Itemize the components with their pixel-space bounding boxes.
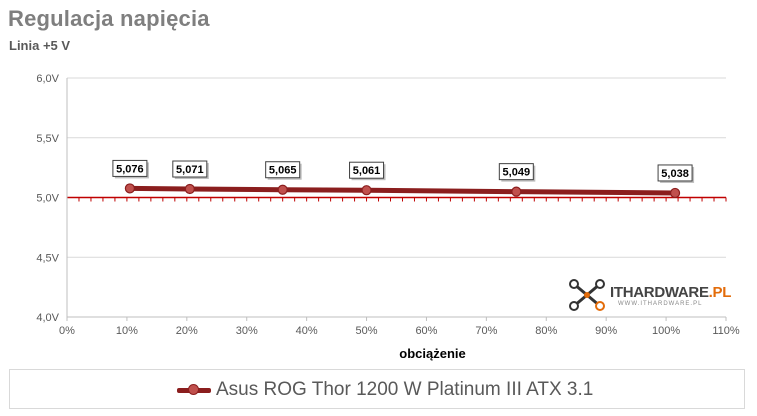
- logo-text: ITHARDWARE.PL: [610, 284, 732, 301]
- data-label-box: [498, 163, 534, 181]
- x-tick-label: 100%: [652, 325, 680, 337]
- data-label: 5,049: [503, 167, 531, 179]
- y-tick-label: 6,0V: [36, 73, 59, 85]
- x-tick-label: 110%: [712, 325, 740, 337]
- y-tick-label: 4,5V: [36, 252, 59, 264]
- line-chart: 4,0V 4,5V 5,0V 5,5V 6,0V 0% 10% 20% 30% 40% 50% 60%…: [36, 73, 740, 361]
- series-line: [127, 185, 678, 196]
- data-label-box: [657, 164, 693, 182]
- data-point: [669, 187, 681, 199]
- data-label: 5,038: [661, 168, 689, 180]
- x-tick-label: 80%: [535, 325, 557, 337]
- y-tick-label: 5,0V: [36, 193, 59, 205]
- legend: Asus ROG Thor 1200 W Platinum III ATX 3.…: [9, 369, 745, 409]
- x-tick-label: 0%: [59, 325, 75, 337]
- x-axis-label: obciążenie: [399, 346, 465, 361]
- data-label: 5,065: [269, 165, 297, 177]
- data-point: [511, 186, 522, 197]
- x-tick-label: 50%: [356, 325, 378, 337]
- x-tick-label: 30%: [236, 325, 258, 337]
- logo-subtext: WWW.ITHARDWARE.PL: [618, 301, 703, 307]
- x-tick-label: 40%: [296, 325, 318, 337]
- legend-marker-swatch: [188, 384, 199, 395]
- data-label-box: [349, 161, 385, 179]
- logo-icon: [569, 279, 605, 311]
- legend-label: Asus ROG Thor 1200 W Platinum III ATX 3.…: [216, 379, 594, 400]
- x-tick-label: 70%: [475, 325, 497, 337]
- data-point: [124, 183, 136, 194]
- y-tick-label: 4,0V: [36, 312, 59, 324]
- x-tick-label: 90%: [595, 325, 617, 337]
- data-label: 5,061: [353, 165, 381, 177]
- x-tick-label: 60%: [415, 325, 437, 337]
- ithardware-logo: ITHARDWARE.PL WWW.ITHARDWARE.PL: [568, 276, 732, 316]
- x-tick-label: 20%: [176, 325, 198, 337]
- chart-title: Regulacja napięcia: [8, 6, 210, 31]
- x-tick-label: 10%: [116, 325, 138, 337]
- data-label: 5,076: [116, 163, 144, 175]
- chart-subtitle: Linia +5 V: [9, 38, 71, 53]
- data-label: 5,071: [176, 164, 204, 176]
- data-label-box: [112, 159, 148, 177]
- data-point: [184, 183, 195, 195]
- data-label-box: [172, 160, 208, 178]
- data-point: [361, 185, 372, 196]
- data-point: [277, 184, 288, 195]
- y-tick-label: 5,5V: [36, 133, 59, 145]
- data-label-box: [265, 161, 301, 179]
